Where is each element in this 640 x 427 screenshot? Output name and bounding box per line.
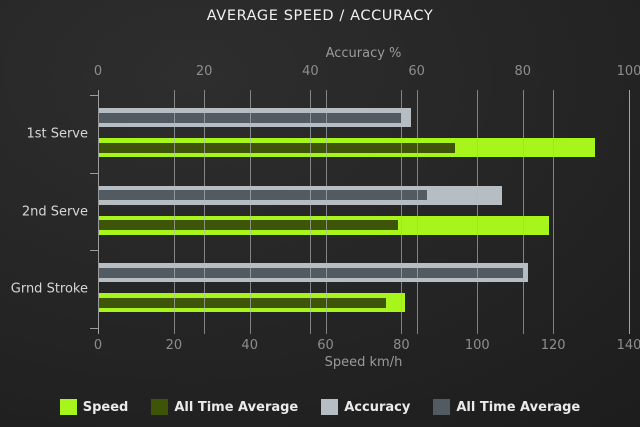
- legend-label: Accuracy: [344, 399, 411, 415]
- gridline: [416, 90, 418, 334]
- gridline: [401, 90, 403, 334]
- chart-title: AVERAGE SPEED / ACCURACY: [206, 8, 434, 24]
- gridline: [522, 90, 524, 334]
- legend-item-accuracy-average: All Time Average: [433, 399, 580, 415]
- bottom-tick-label: 140: [616, 338, 640, 353]
- category-label: 2nd Serve: [21, 204, 88, 219]
- legend-label: Speed: [82, 399, 129, 415]
- top-tick-label: 100: [616, 64, 640, 79]
- y-axis-tick: [90, 172, 98, 174]
- category-label: 1st Serve: [26, 126, 88, 142]
- accuracy-average-swatch-icon: [433, 399, 451, 415]
- accuracy-swatch-icon: [321, 399, 339, 415]
- gridline: [173, 90, 175, 334]
- chart-legend: Speed All Time Average Accuracy All Time…: [0, 396, 640, 418]
- bar-all-time-average: [98, 190, 428, 201]
- top-axis-title: Accuracy %: [325, 46, 402, 61]
- y-axis-tick: [90, 250, 98, 252]
- y-axis-tick: [90, 95, 98, 96]
- legend-label: All Time Average: [174, 399, 299, 415]
- gridline: [325, 90, 327, 334]
- gridline: [204, 90, 206, 334]
- bar-all-time-average: [98, 112, 401, 123]
- bottom-tick-label: 100: [464, 338, 490, 353]
- bottom-tick-label: 20: [165, 338, 183, 353]
- bottom-tick-label: 80: [393, 338, 410, 353]
- top-tick-label: 0: [93, 64, 103, 79]
- y-axis-tick: [90, 328, 98, 329]
- bottom-tick-label: 60: [317, 338, 334, 353]
- category-label: Grnd Stroke: [10, 281, 88, 297]
- legend-label: All Time Average: [456, 399, 581, 415]
- gridline: [310, 90, 312, 334]
- legend-item-accuracy: Accuracy: [321, 399, 410, 415]
- legend-item-speed-average: All Time Average: [151, 399, 298, 415]
- top-tick-label: 80: [514, 64, 532, 79]
- bottom-tick-label: 40: [241, 338, 258, 353]
- gridline: [249, 90, 251, 334]
- bottom-tick-label: 120: [540, 338, 566, 353]
- bar-all-time-average: [98, 297, 387, 308]
- top-tick-label: 20: [195, 64, 213, 79]
- legend-item-speed: Speed: [59, 399, 129, 415]
- bar-all-time-average: [98, 220, 398, 231]
- gridline: [477, 90, 479, 334]
- top-tick-label: 40: [302, 64, 319, 79]
- bottom-tick-label: 0: [93, 338, 103, 353]
- top-tick-label: 60: [408, 64, 425, 79]
- speed-swatch-icon: [59, 399, 77, 415]
- gridline: [629, 90, 630, 334]
- y-axis-spine: [98, 95, 99, 328]
- speed-average-swatch-icon: [151, 399, 169, 415]
- bottom-axis-title: Speed km/h: [324, 355, 403, 370]
- gridline: [553, 90, 555, 334]
- bar-all-time-average: [98, 142, 455, 153]
